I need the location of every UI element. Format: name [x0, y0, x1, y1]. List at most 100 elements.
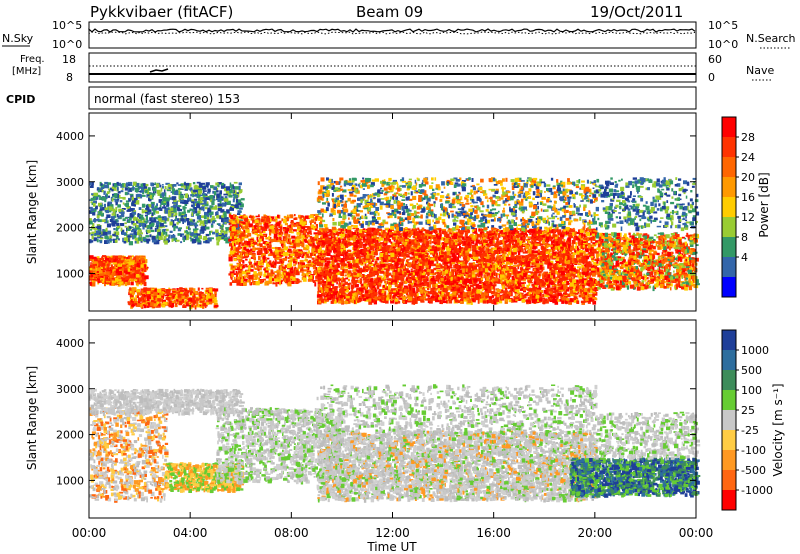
data-cell: [135, 274, 140, 278]
data-cell: [171, 220, 175, 224]
data-cell: [229, 232, 235, 237]
data-cell: [252, 254, 256, 259]
data-cell: [144, 302, 147, 305]
data-cell: [253, 257, 256, 261]
data-cell: [229, 207, 234, 211]
data-cell: [89, 232, 92, 235]
data-cell: [183, 183, 187, 188]
data-cell: [133, 276, 137, 279]
data-cell: [459, 255, 461, 259]
data-cell: [188, 226, 190, 231]
data-cell: [522, 251, 525, 254]
data-cell: [425, 286, 429, 289]
data-cell: [117, 204, 121, 208]
data-cell: [221, 225, 224, 228]
data-cell: [313, 232, 318, 235]
data-cell: [170, 219, 173, 222]
data-cell: [563, 292, 565, 296]
data-cell: [567, 230, 570, 233]
data-cell: [254, 241, 258, 245]
data-cell: [290, 273, 295, 277]
data-cell: [256, 234, 260, 236]
data-cell: [306, 251, 309, 256]
data-cell: [230, 271, 234, 274]
data-cell: [514, 278, 518, 282]
data-cell: [205, 233, 210, 237]
data-cell: [160, 187, 163, 192]
data-cell: [199, 194, 203, 197]
data-cell: [107, 182, 111, 185]
data-cell: [131, 255, 134, 258]
data-cell: [110, 268, 113, 272]
data-cell: [255, 247, 259, 250]
data-cell: [192, 297, 197, 301]
data-cell: [497, 246, 501, 248]
data-cell: [201, 194, 204, 197]
data-cell: [121, 255, 125, 258]
data-cell: [342, 238, 347, 241]
data-cell: [307, 266, 310, 270]
data-cell: [579, 243, 583, 246]
data-cell: [485, 241, 488, 243]
data-cell: [129, 208, 134, 212]
data-cell: [97, 219, 102, 223]
freq-frame: [88, 52, 697, 83]
data-cell: [267, 254, 270, 257]
data-cell: [124, 260, 128, 263]
data-cell: [149, 194, 153, 199]
data-cell: [237, 270, 242, 274]
data-cell: [265, 250, 268, 254]
data-cell: [89, 275, 93, 278]
data-cell: [162, 185, 164, 189]
data-cell: [408, 252, 413, 255]
data-cell: [296, 248, 300, 253]
data-cell: [391, 296, 396, 300]
data-cell: [521, 292, 524, 295]
data-cell: [455, 261, 458, 264]
data-cell: [591, 260, 594, 263]
data-cell: [139, 277, 142, 282]
data-cell: [279, 226, 283, 231]
data-cell: [241, 238, 245, 241]
data-cell: [259, 227, 261, 230]
data-cell: [100, 266, 103, 269]
data-cell: [249, 282, 253, 286]
data-cell: [239, 207, 243, 210]
data-cell: [172, 214, 177, 217]
data-cell: [228, 257, 233, 262]
data-cell: [178, 190, 181, 195]
data-cell: [563, 294, 568, 297]
data-cell: [282, 252, 287, 257]
data-cell: [242, 226, 245, 230]
data-cell: [146, 205, 149, 209]
data-cell: [161, 201, 166, 205]
data-cell: [276, 269, 281, 274]
data-cell: [97, 189, 101, 193]
data-cell: [233, 190, 237, 195]
data-cell: [124, 222, 127, 225]
data-cell: [163, 221, 167, 224]
data-cell: [314, 234, 319, 239]
data-cell: [232, 186, 235, 190]
data-cell: [282, 257, 287, 261]
data-cell: [301, 243, 305, 248]
data-cell: [123, 241, 127, 244]
data-cell: [234, 231, 238, 235]
data-cell: [280, 261, 283, 264]
data-cell: [297, 225, 301, 230]
data-cell: [205, 295, 208, 300]
data-cell: [297, 261, 300, 265]
data-cell: [500, 290, 505, 294]
data-cell: [230, 276, 233, 280]
data-cell: [121, 277, 126, 282]
beam-label: Beam 09: [356, 3, 423, 21]
data-cell: [310, 224, 315, 229]
data-cell: [239, 231, 244, 234]
data-cell: [556, 271, 561, 275]
data-cell: [413, 238, 417, 242]
data-cell: [163, 189, 166, 194]
data-cell: [308, 250, 310, 254]
data-cell: [100, 190, 104, 193]
data-cell: [154, 228, 157, 232]
